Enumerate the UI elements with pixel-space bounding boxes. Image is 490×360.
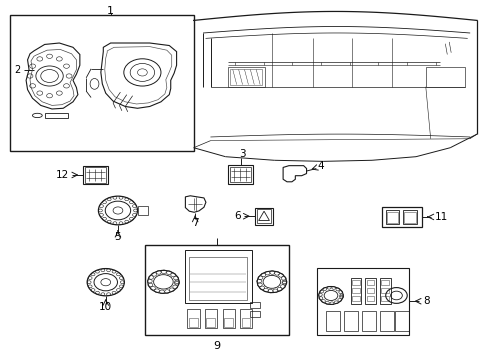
Bar (367, 296, 374, 301)
Bar (224, 318, 233, 327)
Bar (138, 206, 148, 215)
Bar (326, 311, 340, 330)
Bar (352, 288, 360, 293)
Bar (365, 278, 376, 305)
Text: 5: 5 (115, 232, 121, 242)
Bar (380, 278, 391, 305)
Bar (206, 318, 215, 327)
Text: 7: 7 (192, 218, 198, 228)
Text: 10: 10 (99, 302, 112, 312)
Text: 4: 4 (318, 161, 324, 171)
Bar (189, 257, 247, 300)
Text: 12: 12 (56, 170, 69, 180)
Bar (230, 69, 262, 85)
Bar (145, 244, 289, 335)
Text: 8: 8 (423, 296, 429, 306)
Bar (255, 208, 273, 225)
Bar (250, 302, 260, 308)
Bar (187, 309, 199, 328)
Bar (380, 311, 393, 330)
Bar (257, 210, 271, 223)
Bar (185, 249, 252, 303)
Bar (222, 309, 235, 328)
Bar (240, 309, 252, 328)
Bar (10, 15, 194, 151)
Bar (83, 166, 108, 184)
Bar (426, 67, 465, 87)
Text: 1: 1 (107, 6, 114, 16)
Text: 11: 11 (435, 212, 448, 222)
Bar (386, 210, 399, 225)
Bar (318, 267, 409, 335)
Bar (250, 311, 260, 317)
Bar (362, 311, 376, 330)
Bar (228, 67, 265, 87)
Bar (395, 311, 409, 330)
Bar (350, 278, 361, 305)
Text: 3: 3 (239, 149, 246, 159)
Bar (45, 113, 68, 118)
Text: 9: 9 (213, 341, 220, 351)
Text: 2: 2 (14, 64, 21, 75)
Bar (344, 311, 358, 330)
Bar (85, 167, 106, 183)
Bar (242, 318, 250, 327)
Bar (228, 165, 253, 184)
Bar (381, 280, 389, 285)
Bar (382, 207, 422, 227)
Text: 6: 6 (235, 211, 241, 221)
Bar (404, 212, 416, 223)
Bar (230, 167, 251, 182)
Bar (381, 288, 389, 293)
Bar (205, 309, 217, 328)
Bar (189, 318, 197, 327)
Bar (403, 210, 417, 225)
Bar (381, 296, 389, 301)
Bar (352, 280, 360, 285)
Bar (352, 296, 360, 301)
Bar (367, 280, 374, 285)
Bar (387, 212, 398, 223)
Bar (367, 288, 374, 293)
